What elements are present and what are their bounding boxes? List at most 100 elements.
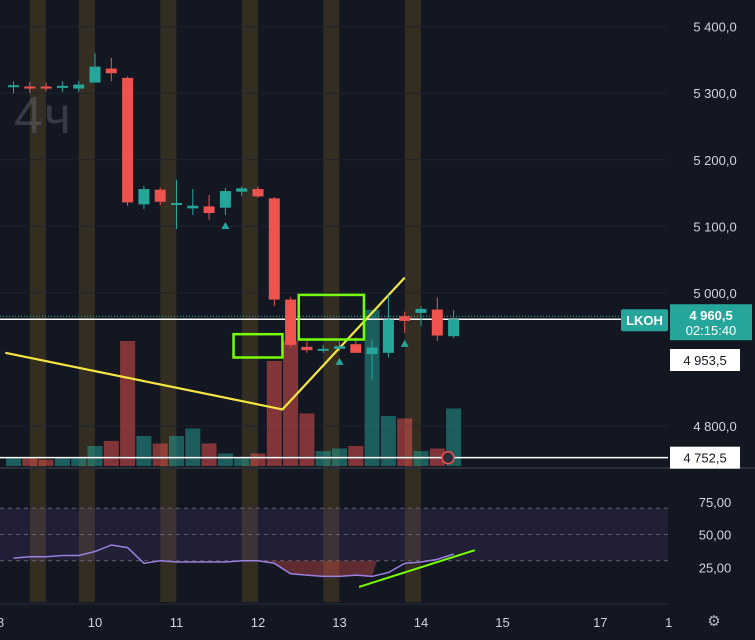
symbol-label: LKOH	[626, 313, 663, 328]
candle[interactable]	[73, 81, 85, 92]
candle-body	[236, 188, 248, 192]
candle[interactable]	[187, 189, 199, 216]
candle-body	[138, 189, 150, 205]
time-tick-label: 8	[0, 615, 4, 630]
volume-bar	[38, 459, 54, 466]
settings-gear-icon[interactable]: ⚙	[707, 613, 721, 630]
signal-up-icon	[221, 222, 230, 230]
candle[interactable]	[317, 344, 329, 353]
candle[interactable]	[203, 195, 215, 220]
candle-body	[73, 84, 85, 89]
candle-body	[219, 191, 231, 208]
candle-body	[171, 203, 182, 206]
volume-bar	[380, 416, 396, 466]
candle[interactable]	[366, 339, 378, 380]
candle[interactable]	[399, 311, 411, 333]
time-tick-label: 15	[495, 615, 509, 630]
timeframe-watermark: 4ч	[14, 87, 73, 145]
candle-body	[203, 206, 215, 214]
candle[interactable]	[268, 197, 280, 307]
candle[interactable]	[122, 76, 134, 206]
trendline-path[interactable]	[5, 276, 406, 411]
candle[interactable]	[301, 341, 313, 353]
rsi-band	[0, 508, 668, 561]
candle-body	[399, 316, 411, 321]
candle-body	[448, 319, 460, 337]
time-axis[interactable]: 8 10 11 12 13 14 15 17 1	[0, 603, 672, 630]
candle[interactable]	[138, 185, 150, 210]
level-tag-upper	[670, 349, 740, 371]
candle[interactable]	[171, 179, 182, 230]
rsi-tick-label: 50,00	[699, 528, 732, 543]
candle-body	[431, 309, 443, 336]
bar-countdown: 02:15:40	[686, 323, 737, 338]
rsi-divergence-line[interactable]	[358, 549, 476, 588]
candle[interactable]	[154, 187, 166, 206]
volume-bar	[185, 428, 201, 466]
price-tick-label: 5 000,0	[693, 286, 736, 301]
candle-body	[24, 86, 36, 89]
time-tick-label: 1	[665, 615, 672, 630]
price-axis[interactable]: 5 400,0 5 300,0 5 200,0 5 100,0 5 000,0 4 800…	[693, 20, 736, 576]
candle-body	[40, 86, 52, 89]
time-tick-label: 10	[88, 615, 102, 630]
volume-bar	[87, 446, 103, 466]
price-tick-label: 5 400,0	[693, 20, 736, 35]
volume-bar	[120, 341, 136, 466]
candle[interactable]	[89, 53, 101, 83]
price-tags: LKOH 4 960,502:15:40 4 953,5 4 752,5	[441, 304, 752, 469]
candle[interactable]	[382, 294, 394, 358]
level-tag-lower	[670, 446, 740, 469]
rectangle-drawing-0[interactable]	[232, 332, 284, 359]
candle[interactable]	[334, 341, 345, 351]
candle-body	[105, 68, 117, 74]
candle-body	[285, 299, 297, 345]
candle[interactable]	[219, 187, 231, 216]
volume-bar	[250, 453, 266, 466]
volume-bar	[217, 453, 233, 466]
volume-bar	[283, 341, 299, 466]
level-value-upper: 4 953,5	[683, 353, 726, 368]
candle-body	[301, 346, 313, 351]
trendline[interactable]	[5, 276, 406, 411]
volume-bar	[397, 418, 413, 466]
volume-bar	[299, 413, 315, 466]
price-tick-label: 4 800,0	[693, 419, 736, 434]
candle[interactable]	[431, 297, 443, 341]
candle[interactable]	[40, 82, 52, 92]
candle[interactable]	[56, 81, 68, 92]
session-column-3	[241, 0, 258, 602]
session-column-0	[29, 0, 46, 602]
candle-body	[366, 347, 378, 355]
candle[interactable]	[105, 57, 117, 82]
candle-body	[334, 346, 345, 349]
candle-body	[56, 85, 68, 88]
candle[interactable]	[285, 296, 297, 348]
candles[interactable]	[8, 53, 460, 380]
signal-markers	[221, 222, 409, 365]
horizontal-levels[interactable]	[0, 315, 668, 459]
candle-body	[187, 205, 199, 209]
candle[interactable]	[252, 186, 264, 198]
time-tick-label: 12	[251, 615, 265, 630]
event-flag-icon[interactable]	[441, 450, 455, 465]
candle[interactable]	[24, 81, 36, 94]
volume-bar	[348, 446, 364, 466]
volume-bar	[136, 436, 152, 466]
candle[interactable]	[448, 310, 460, 339]
candle[interactable]	[8, 81, 19, 94]
rectangle-drawing-1[interactable]	[297, 293, 366, 341]
candle-body	[382, 319, 394, 353]
candle[interactable]	[236, 186, 248, 197]
candle[interactable]	[415, 306, 427, 327]
volume-bar	[54, 458, 70, 466]
candle-body	[415, 308, 427, 313]
rectangle-drawings[interactable]	[232, 293, 366, 359]
volume-bar	[201, 443, 217, 466]
price-tick-label: 5 300,0	[693, 86, 736, 101]
signal-up-icon	[335, 357, 344, 365]
symbol-tag	[621, 309, 668, 332]
time-tick-label: 13	[332, 615, 346, 630]
candle-body	[89, 66, 101, 83]
